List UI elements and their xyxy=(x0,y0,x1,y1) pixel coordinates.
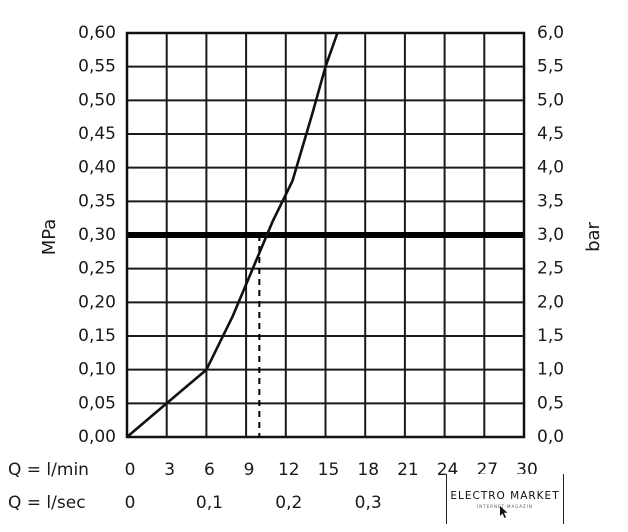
x-row1-label: Q = l/min xyxy=(8,460,89,480)
watermark-text: ELECTRO MARKET xyxy=(450,490,560,502)
y-tick-left-4: 0,20 xyxy=(78,292,116,312)
y-tick-right-12: 6,0 xyxy=(537,23,564,43)
series-line-0 xyxy=(126,32,339,438)
y-tick-left-9: 0,45 xyxy=(78,124,116,144)
y-tick-left-1: 0,05 xyxy=(78,393,116,413)
y-tick-left-5: 0,25 xyxy=(78,259,116,279)
y-axis-right-label: bar xyxy=(583,221,604,251)
y-tick-right-7: 3,5 xyxy=(537,191,564,211)
y-tick-right-1: 0,5 xyxy=(537,393,564,413)
y-tick-right-3: 1,5 xyxy=(537,326,564,346)
reference-lines xyxy=(127,232,524,437)
y-tick-left-6: 0,30 xyxy=(78,225,116,245)
y-tick-left-0: 0,00 xyxy=(78,427,116,447)
x-tick-row2-0: 0 xyxy=(125,493,136,513)
plot-frame xyxy=(125,31,526,439)
x-tick-row2-1: 0,1 xyxy=(196,493,223,513)
watermark-logo: ELECTRO MARKET INTERNET-MAGAZIN xyxy=(446,474,564,524)
y-tick-right-4: 2,0 xyxy=(537,292,564,312)
x-tick-row1-3: 9 xyxy=(244,460,255,480)
y-tick-right-9: 4,5 xyxy=(537,124,564,144)
plot-border xyxy=(125,31,526,439)
y-tick-left-12: 0,60 xyxy=(78,23,116,43)
x-tick-row2-2: 0,2 xyxy=(275,493,302,513)
x-tick-row1-0: 0 xyxy=(125,460,136,480)
y-tick-right-10: 5,0 xyxy=(537,90,564,110)
tick-labels: 0,000,050,100,150,200,250,300,350,400,45… xyxy=(8,23,564,513)
y-tick-left-8: 0,40 xyxy=(78,158,116,178)
y-tick-right-11: 5,5 xyxy=(537,57,564,77)
y-tick-right-0: 0,0 xyxy=(537,427,564,447)
y-tick-left-10: 0,50 xyxy=(78,90,116,110)
x-row2-label: Q = l/sec xyxy=(8,493,86,513)
watermark-subtext: INTERNET-MAGAZIN xyxy=(477,504,533,509)
y-tick-left-7: 0,35 xyxy=(78,191,116,211)
y-tick-right-2: 1,0 xyxy=(537,360,564,380)
y-tick-right-6: 3,0 xyxy=(537,225,564,245)
y-tick-left-3: 0,15 xyxy=(78,326,116,346)
x-tick-row1-1: 3 xyxy=(164,460,175,480)
y-tick-right-8: 4,0 xyxy=(537,158,564,178)
x-tick-row1-7: 21 xyxy=(397,460,419,480)
x-tick-row2-3: 0,3 xyxy=(355,493,382,513)
x-tick-row1-5: 15 xyxy=(318,460,340,480)
x-tick-row1-2: 6 xyxy=(204,460,215,480)
x-tick-row1-4: 12 xyxy=(278,460,300,480)
y-tick-left-2: 0,10 xyxy=(78,360,116,380)
cursor-icon xyxy=(500,506,508,518)
y-tick-left-11: 0,55 xyxy=(78,57,116,77)
y-axis-left-label: MPa xyxy=(39,219,60,256)
series xyxy=(126,32,339,438)
y-tick-right-5: 2,5 xyxy=(537,259,564,279)
x-tick-row1-6: 18 xyxy=(357,460,379,480)
